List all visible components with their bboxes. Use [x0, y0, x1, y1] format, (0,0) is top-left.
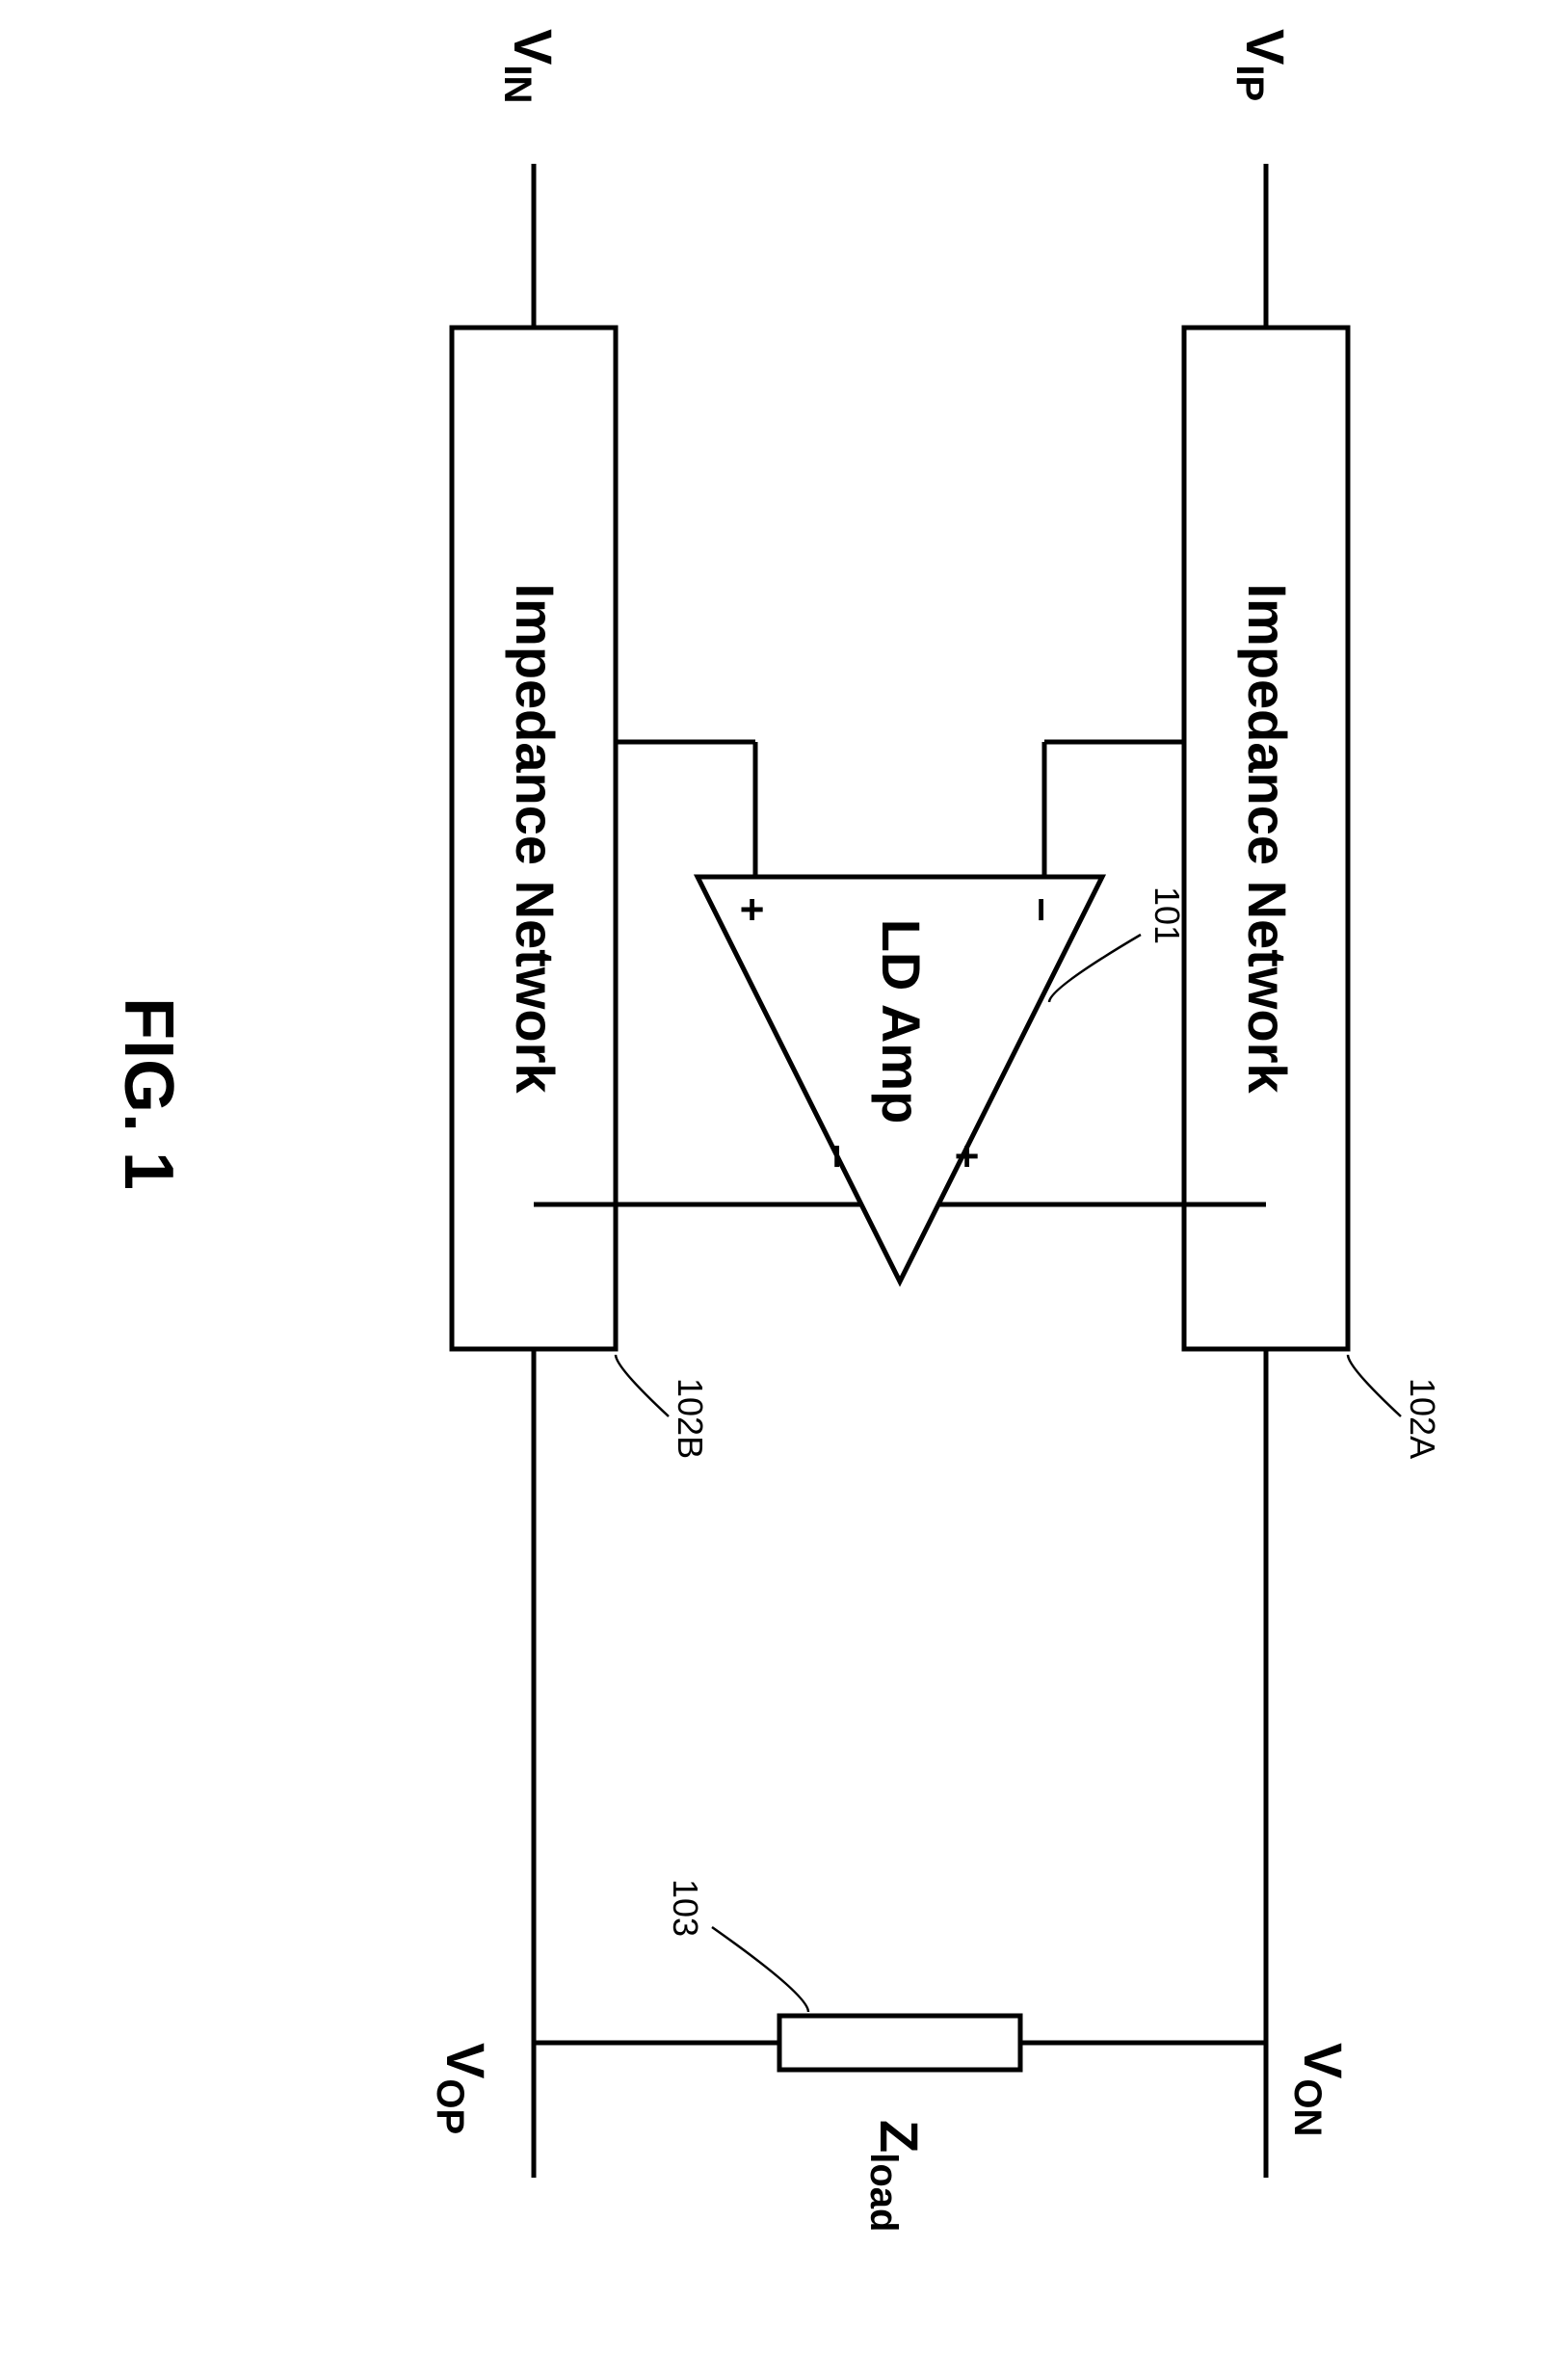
- ref-103: 103: [666, 1879, 705, 1937]
- amp-out-minus: −: [813, 1144, 860, 1169]
- amp-out-plus: +: [943, 1144, 990, 1169]
- amp-in-minus: −: [1017, 897, 1065, 922]
- zload: [779, 2016, 1020, 2070]
- ref-102a: 102A: [1403, 1378, 1442, 1459]
- amp-in-plus: +: [728, 897, 776, 922]
- ref-102b: 102B: [671, 1378, 710, 1459]
- figure-caption: FIG. 1: [110, 997, 187, 1190]
- label-zload: Zload: [862, 2120, 930, 2232]
- label-vop: VOP: [429, 2043, 496, 2134]
- label-vip: VIP: [1228, 29, 1296, 101]
- impedance-a-label: Impedance Network: [1237, 583, 1298, 1094]
- leader-102a: [1348, 1355, 1401, 1416]
- ref-101: 101: [1147, 886, 1187, 944]
- impedance-b-label: Impedance Network: [505, 583, 566, 1094]
- amp-label: LD Amp: [871, 919, 932, 1124]
- leader-103: [712, 1927, 808, 2012]
- label-von: VON: [1286, 2043, 1354, 2136]
- leader-102b: [616, 1355, 669, 1416]
- label-vin: VIN: [496, 29, 564, 103]
